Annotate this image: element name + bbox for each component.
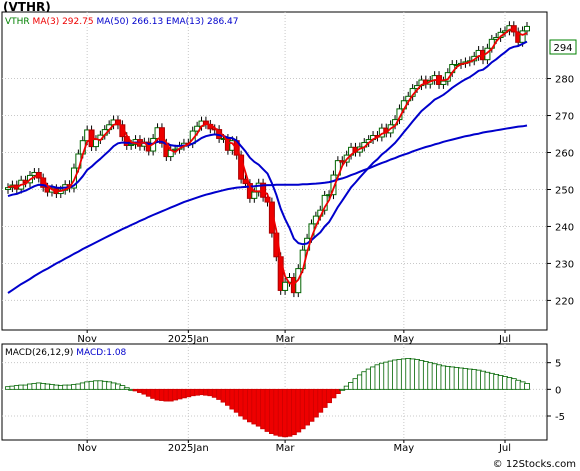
price-y-tick-label: 260 bbox=[555, 149, 574, 160]
price-y-tick-label: 280 bbox=[555, 75, 574, 86]
x-tick-label: Nov bbox=[77, 443, 97, 454]
macd-legend: MACD(26,12,9) MACD:1.08 bbox=[5, 348, 127, 358]
macd-bar bbox=[123, 387, 130, 390]
price-y-tick-label: 220 bbox=[555, 296, 574, 307]
x-tick-label: 2025Jan bbox=[168, 334, 209, 345]
macd-value-label: MACD:1.08 bbox=[76, 348, 126, 358]
macd-label: MACD(26,12,9) bbox=[5, 348, 76, 358]
candle-body bbox=[519, 30, 526, 43]
candle-body bbox=[92, 139, 99, 148]
last-price-box: 294 bbox=[549, 39, 577, 55]
candle-body bbox=[524, 25, 530, 32]
macd-bar bbox=[524, 383, 530, 390]
price-x-axis: Nov2025JanMarMayJulSep bbox=[77, 330, 511, 345]
macd-bar bbox=[339, 388, 346, 391]
price-y-tick-label: 250 bbox=[555, 185, 574, 196]
price-y-tick-label: 240 bbox=[555, 222, 574, 233]
price-legend: VTHR MA(3) 292.75 MA(50) 266.13 EMA(13) … bbox=[5, 17, 238, 27]
macd-x-axis: Nov2025JanMarMayJulSep bbox=[77, 440, 511, 454]
ma50-line bbox=[7, 124, 528, 294]
x-tick-label: Mar bbox=[276, 334, 296, 345]
legend-ema-13-: EMA(13) 286.47 bbox=[163, 17, 238, 27]
price-lines bbox=[7, 28, 528, 294]
candle-body bbox=[114, 119, 121, 126]
x-tick-label: 2025Jan bbox=[168, 443, 209, 454]
footer-credit: © 12Stocks.com bbox=[492, 459, 576, 470]
legend-ma-3-: MA(3) 292.75 bbox=[30, 17, 94, 27]
candle-body bbox=[128, 143, 135, 146]
last-price-label: 294 bbox=[553, 43, 572, 54]
candle-body bbox=[268, 201, 275, 234]
candle-body bbox=[246, 183, 253, 199]
x-tick-label: May bbox=[394, 334, 415, 345]
chart-title: (VTHR) bbox=[3, 0, 51, 14]
x-tick-label: Nov bbox=[77, 334, 97, 345]
price-y-tick-label: 270 bbox=[555, 112, 574, 123]
macd-y-ticks: 5 0 -5 bbox=[547, 359, 565, 423]
price-panel: 220 230 240 250 260 270 280 294 VTHR MA(3) 292… bbox=[1, 11, 577, 331]
macd-bars bbox=[5, 357, 530, 438]
price-legend-text: VTHR MA(3) 292.75 MA(50) 266.13 EMA(13) … bbox=[5, 17, 238, 27]
candle-body bbox=[251, 191, 258, 199]
last-price-box-bg bbox=[549, 39, 577, 55]
x-tick-label: Jul bbox=[498, 443, 511, 454]
ema13-line bbox=[7, 40, 528, 246]
price-y-tick-label: 230 bbox=[555, 259, 574, 270]
price-y-ticks: 220 230 240 250 260 270 280 bbox=[547, 75, 574, 307]
macd-y-tick-label: 5 bbox=[555, 359, 561, 370]
macd-bar bbox=[334, 388, 341, 395]
x-tick-label: Jul bbox=[498, 334, 511, 345]
x-tick-label: May bbox=[394, 443, 415, 454]
legend-ma-50-: MA(50) 266.13 bbox=[94, 17, 164, 27]
macd-legend-text: MACD(26,12,9) MACD:1.08 bbox=[5, 348, 127, 358]
macd-y-tick-label: -5 bbox=[555, 412, 565, 423]
candle-body bbox=[282, 281, 289, 291]
macd-panel: 5 0 -5 MACD(26,12,9) MACD:1.08 bbox=[1, 343, 565, 441]
x-tick-label: Mar bbox=[276, 443, 296, 454]
ma3-line bbox=[7, 28, 528, 286]
candle-body bbox=[330, 174, 337, 196]
macd-y-tick-label: 0 bbox=[555, 385, 561, 396]
candle-body bbox=[5, 187, 11, 190]
legend-vthr: VTHR bbox=[5, 17, 30, 27]
candle-body bbox=[158, 127, 165, 144]
